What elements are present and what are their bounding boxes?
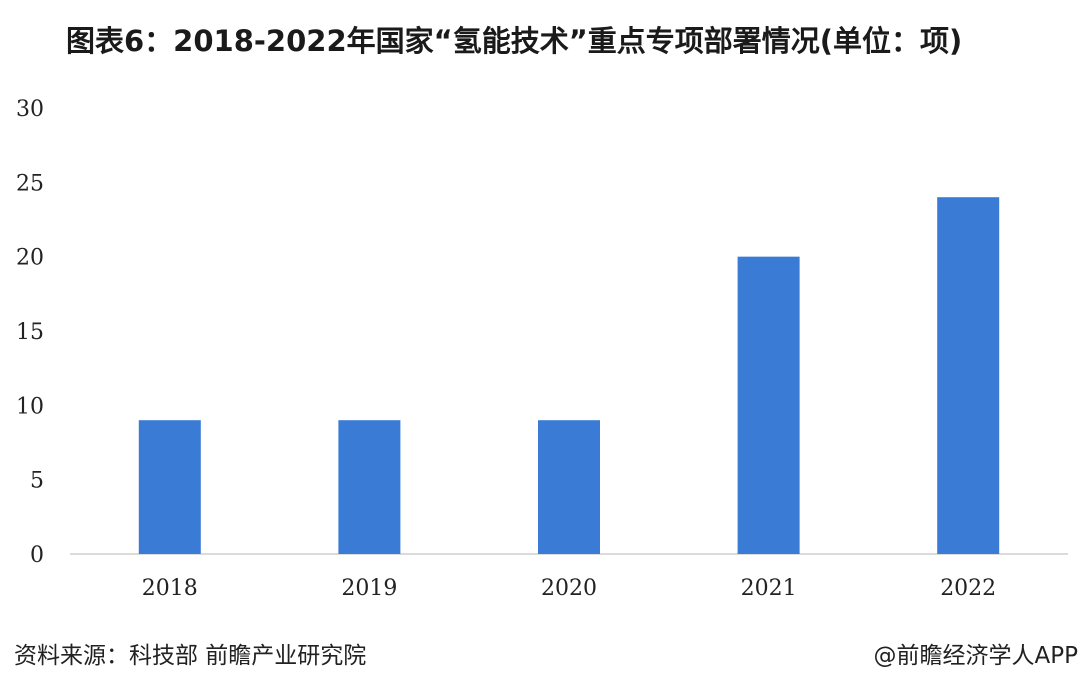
bar-2021 [737, 256, 800, 554]
x-tick-label-2020: 2020 [541, 576, 597, 601]
source-note: 资料来源：科技部 前瞻产业研究院 [14, 643, 367, 669]
y-tick-label: 10 [16, 394, 44, 419]
y-tick-label: 0 [30, 543, 44, 568]
x-tick-label-2018: 2018 [142, 576, 198, 601]
bar-2019 [338, 420, 401, 554]
chart-title: 图表6：2018-2022年国家“氢能技术”重点专项部署情况(单位：项) [66, 24, 963, 58]
y-tick-label: 25 [16, 171, 44, 196]
y-tick-label: 20 [16, 246, 44, 271]
credit-note: @前瞻经济学人APP [873, 643, 1078, 669]
x-tick-label-2022: 2022 [940, 576, 996, 601]
x-tick-label-2019: 2019 [341, 576, 397, 601]
x-tick-label-2021: 2021 [741, 576, 797, 601]
bar-2022 [937, 197, 1000, 554]
y-tick-label: 15 [16, 320, 44, 345]
y-tick-label: 5 [30, 469, 44, 494]
x-axis-ticks: 2018 2019 2020 2021 2022 [142, 576, 996, 601]
bars-group [138, 197, 1000, 554]
bar-2020 [538, 420, 600, 554]
bar-2018 [138, 420, 201, 554]
y-tick-label: 30 [16, 97, 44, 122]
y-axis-ticks: 0 5 10 15 20 25 30 [16, 97, 44, 568]
